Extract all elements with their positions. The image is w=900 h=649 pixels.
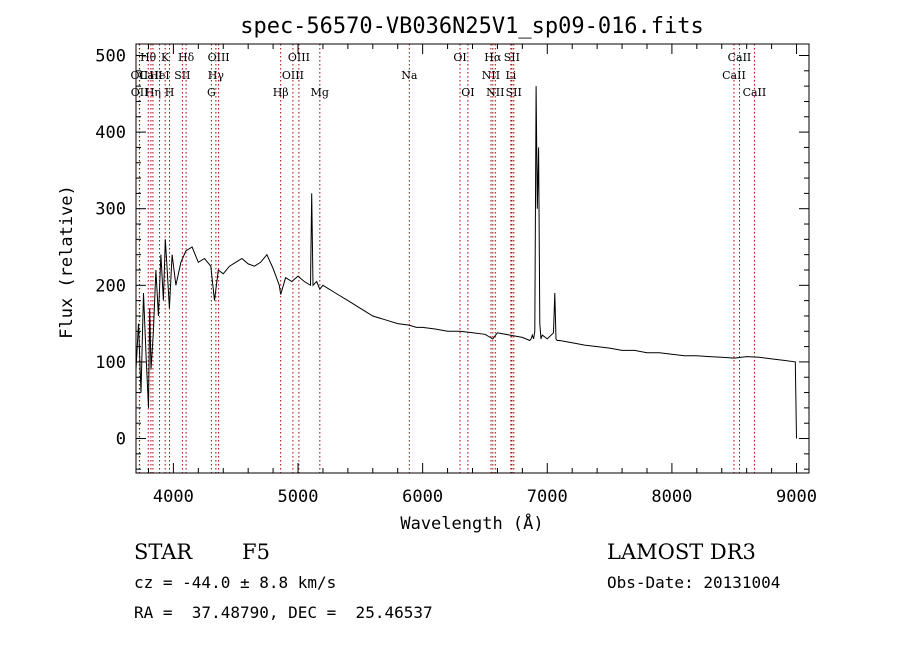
y-tick-label-5: 500 (95, 46, 126, 66)
line-label-13: Hβ (273, 86, 289, 99)
line-label-22: NII (486, 86, 504, 99)
line-label-5: K (161, 51, 170, 64)
line-label-21: NII (482, 69, 500, 82)
y-axis-ticks: 0 100 200 300 400 500 (95, 46, 809, 470)
x-tick-label-5: 9000 (776, 487, 817, 507)
spectrum-line (135, 86, 797, 439)
object-subclass: F5 (242, 540, 270, 564)
line-label-12: G (207, 86, 216, 99)
line-label-9: Hδ (178, 51, 195, 64)
line-label-16: Mg (311, 86, 329, 99)
redshift-text: cz = -44.0 ± 8.8 km/s (134, 573, 337, 592)
line-label-24: Li (505, 69, 516, 82)
plot-frame (135, 43, 810, 474)
emission-line-markers (138, 44, 755, 473)
y-axis-label: Flux (relative) (57, 185, 77, 339)
x-axis-ticks: 4000 5000 6000 7000 8000 9000 (147, 44, 817, 507)
x-tick-label-2: 6000 (402, 487, 443, 507)
survey-name: LAMOST DR3 (607, 540, 756, 564)
line-label-15: OIII (282, 69, 304, 82)
y-tick-label-1: 100 (95, 353, 126, 373)
line-label-17: Na (401, 69, 418, 82)
line-label-25: SII (506, 86, 522, 99)
line-label-26: CaII (728, 51, 752, 64)
obs-date-text: Obs-Date: 20131004 (607, 573, 781, 592)
x-tick-label-0: 4000 (153, 487, 194, 507)
y-tick-label-0: 0 (116, 430, 126, 450)
x-tick-label-4: 8000 (651, 487, 692, 507)
line-label-1: OII (131, 69, 149, 82)
chart-title: spec-56570-VB036N25V1_sp09-016.fits (240, 14, 704, 39)
x-tick-label-1: 5000 (278, 487, 319, 507)
object-class: STAR (134, 540, 193, 564)
line-label-28: CaII (743, 86, 767, 99)
coordinates-text: RA = 37.48790, DEC = 25.46537 (134, 603, 433, 622)
line-label-2: OII (131, 86, 149, 99)
line-label-3: CaII (139, 69, 163, 82)
y-tick-label-3: 300 (95, 200, 126, 220)
line-label-27: CaII (722, 69, 746, 82)
y-tick-label-2: 200 (95, 276, 126, 296)
line-label-19: OI (461, 86, 474, 99)
line-label-6: HeI (149, 69, 169, 82)
line-label-20: Hα (484, 51, 502, 64)
line-label-18: OI (453, 51, 466, 64)
x-axis-label: Wavelength (Å) (400, 512, 543, 534)
x-tick-label-3: 7000 (527, 487, 568, 507)
line-label-14: OIII (288, 51, 310, 64)
line-label-23: SII (504, 51, 520, 64)
line-label-4: Hη (145, 86, 161, 99)
line-label-10: OIII (208, 51, 230, 64)
y-tick-label-4: 400 (95, 123, 126, 143)
line-label-11: Hγ (208, 69, 225, 82)
line-label-7: H (165, 86, 175, 99)
line-label-0: Hθ (140, 51, 157, 64)
line-label-8: SII (174, 69, 190, 82)
